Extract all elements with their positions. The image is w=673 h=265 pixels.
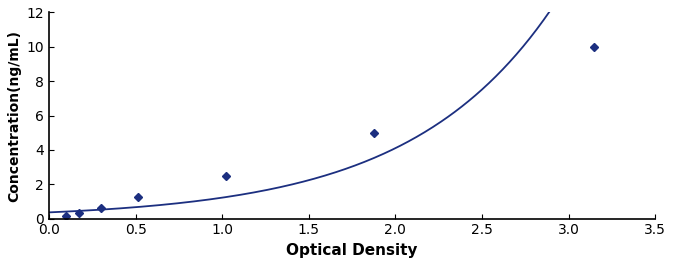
X-axis label: Optical Density: Optical Density xyxy=(286,243,418,258)
Y-axis label: Concentration(ng/mL): Concentration(ng/mL) xyxy=(7,29,21,202)
